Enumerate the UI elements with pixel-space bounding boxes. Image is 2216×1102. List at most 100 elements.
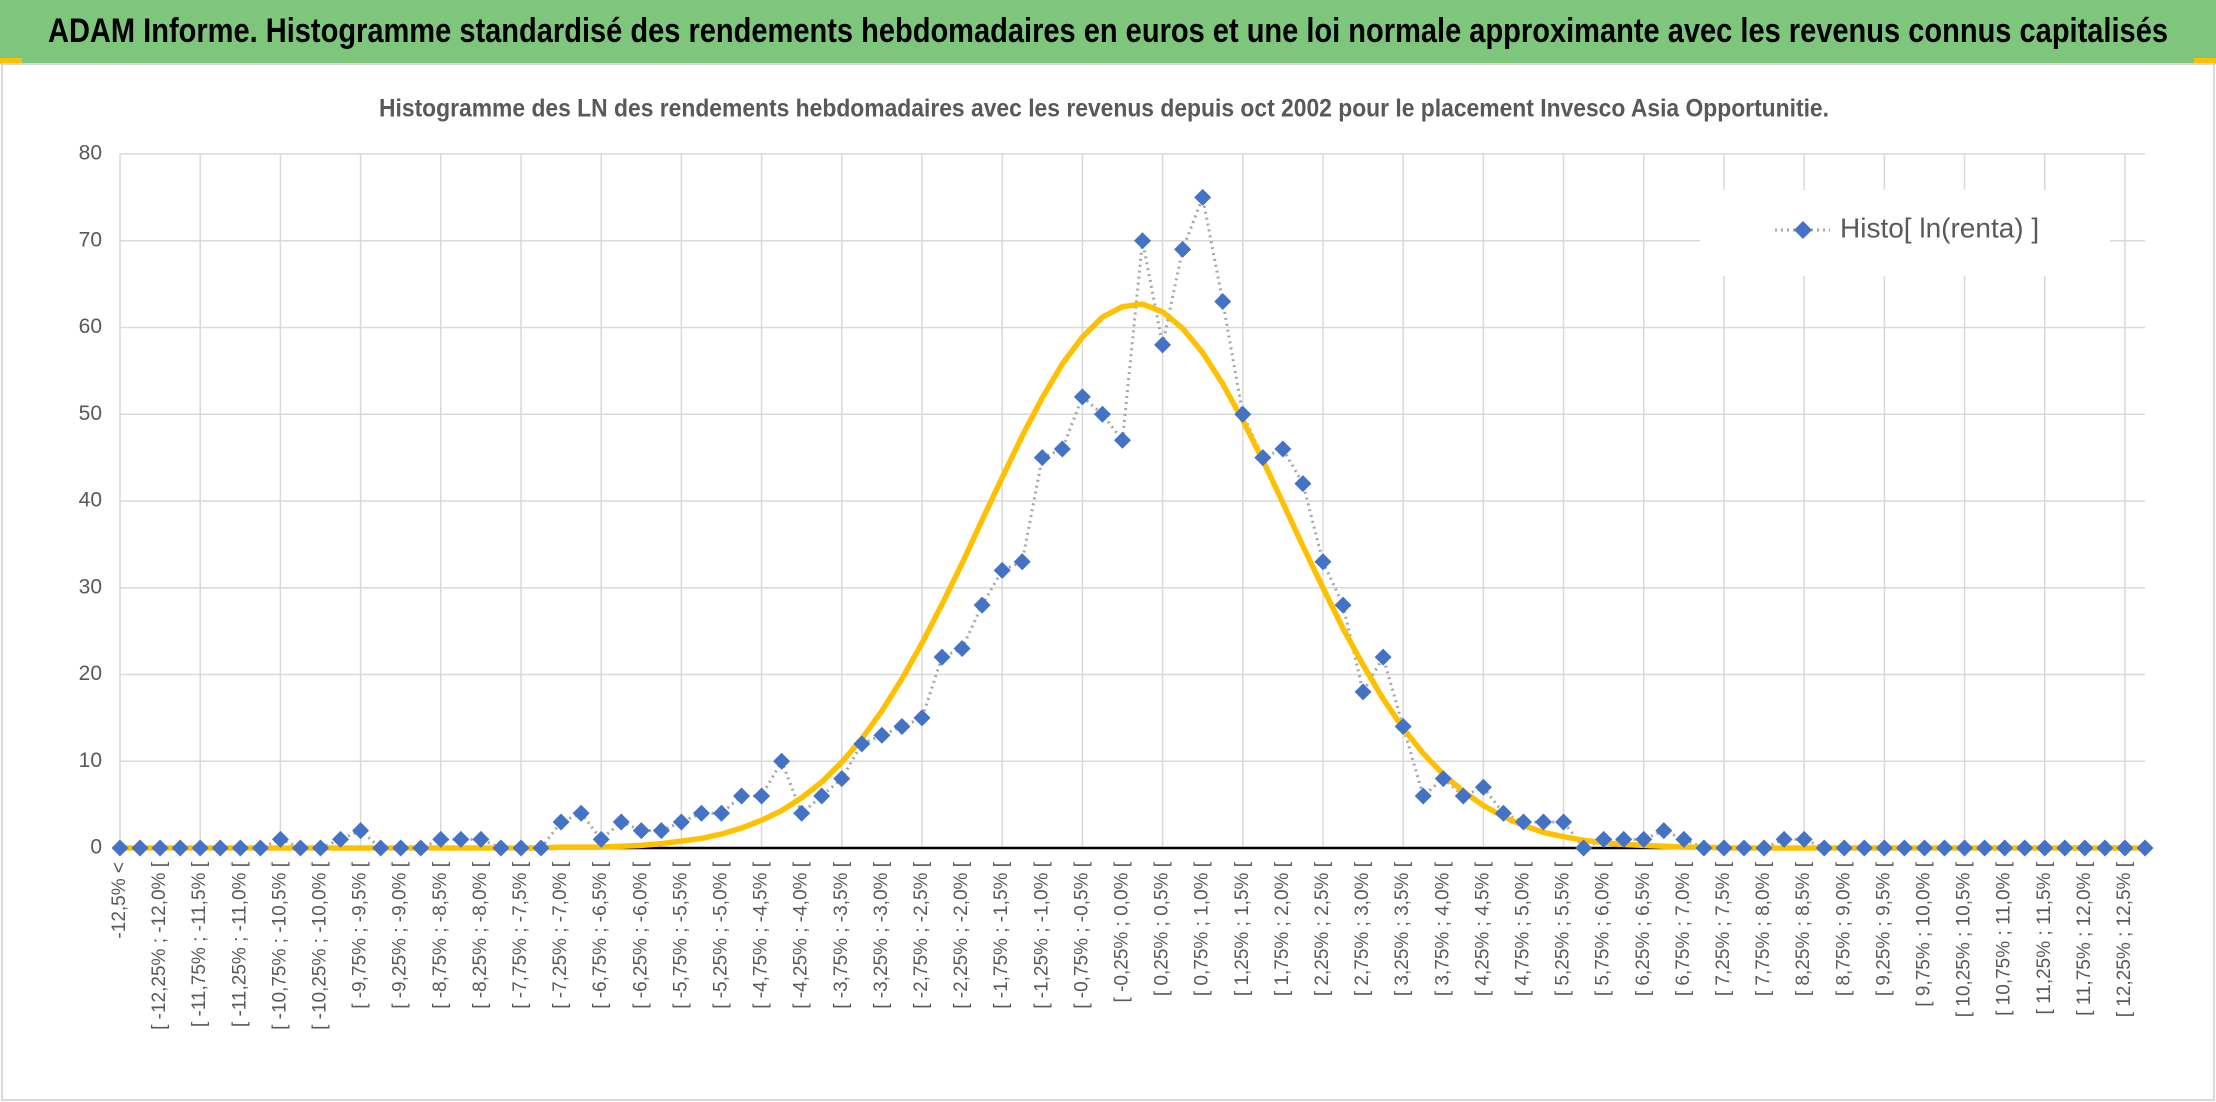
point — [1996, 839, 2014, 857]
y-tick-label: 70 — [79, 228, 102, 251]
point — [2036, 839, 2054, 857]
y-tick-label: 60 — [79, 315, 102, 338]
normal-curve — [120, 301, 2145, 851]
point — [1755, 839, 1773, 857]
point — [211, 839, 229, 857]
point — [833, 770, 851, 788]
point — [1033, 449, 1051, 467]
x-tick-label: [ -0,75% ; -0,5% [ — [1071, 861, 1092, 1009]
point — [472, 830, 490, 848]
point — [893, 718, 911, 736]
x-tick-label: [ 1,25% ; 1,5% [ — [1232, 861, 1253, 996]
x-tick-label: [ -11,25% ; -11,0% [ — [229, 861, 250, 1027]
point — [2136, 839, 2154, 857]
legend-label: Histo[ ln(renta) ] — [1840, 212, 2039, 243]
point — [1494, 804, 1512, 822]
point — [1434, 770, 1452, 788]
point — [1053, 440, 1071, 458]
x-tick-label: [ 9,75% ; 10,0% [ — [1913, 861, 1934, 1006]
banner — [0, 0, 2216, 64]
point — [1154, 336, 1172, 354]
point — [2016, 839, 2034, 857]
x-tick-label: [ 10,75% ; 11,0% [ — [1994, 861, 2015, 1016]
x-tick-label: [ 4,75% ; 5,0% [ — [1512, 861, 1533, 996]
point — [993, 561, 1011, 579]
point — [1113, 431, 1131, 449]
point — [1073, 388, 1091, 406]
point — [652, 822, 670, 840]
point — [753, 787, 771, 805]
point — [572, 804, 590, 822]
point — [2096, 839, 2114, 857]
point — [271, 830, 289, 848]
x-tick-label: [ -3,25% ; -3,0% [ — [871, 861, 892, 1009]
point — [1294, 475, 1312, 493]
point — [2116, 839, 2134, 857]
x-tick-label: [ -9,25% ; -9,0% [ — [390, 861, 411, 1009]
point — [773, 752, 791, 770]
corner — [2194, 58, 2216, 64]
x-tick-label: [ 10,25% ; 10,5% [ — [1954, 861, 1975, 1017]
point — [532, 839, 550, 857]
x-tick-label: [ -1,75% ; -1,5% [ — [991, 861, 1012, 1009]
x-tick-label: [ -2,75% ; -2,5% [ — [911, 861, 932, 1009]
point — [372, 839, 390, 857]
point — [1915, 839, 1933, 857]
x-tick-label: [ -8,25% ; -8,0% [ — [470, 861, 491, 1009]
point — [973, 596, 991, 614]
point — [412, 839, 430, 857]
x-tick-label: [ 1,75% ; 2,0% [ — [1272, 861, 1293, 996]
point — [1514, 813, 1532, 831]
series-line — [120, 191, 2145, 850]
x-tick-label: [ -4,75% ; -4,5% [ — [751, 861, 772, 1009]
x-tick-label: [ 5,75% ; 6,0% [ — [1593, 861, 1614, 996]
x-tick-label: [ -9,75% ; -9,5% [ — [350, 861, 371, 1009]
point — [1615, 830, 1633, 848]
point — [1735, 839, 1753, 857]
point — [171, 839, 189, 857]
point — [1775, 830, 1793, 848]
y-tick-label: 40 — [79, 489, 102, 512]
point — [1695, 839, 1713, 857]
point — [933, 648, 951, 666]
x-tick-label: [ 6,75% ; 7,0% [ — [1673, 861, 1694, 996]
x-tick-label: [ -3,75% ; -3,5% [ — [831, 861, 852, 1009]
point — [552, 813, 570, 831]
point — [352, 822, 370, 840]
point — [1394, 718, 1412, 736]
point — [1936, 839, 1954, 857]
point — [1234, 405, 1252, 423]
point — [632, 822, 650, 840]
point — [191, 839, 209, 857]
x-tick-label: [ -2,25% ; -2,0% [ — [951, 861, 972, 1009]
legend-marker — [1794, 221, 1812, 239]
x-tick-label: [ 0,75% ; 1,0% [ — [1192, 861, 1213, 996]
y-tick-label: 10 — [79, 749, 102, 772]
point — [492, 839, 510, 857]
y-tick-label: 0 — [90, 836, 102, 859]
x-tick-label: [ -1,25% ; -1,0% [ — [1031, 861, 1052, 1009]
y-tick-label: 20 — [79, 662, 102, 685]
point — [231, 839, 249, 857]
chart-title: Histogramme des LN des rendements hebdom… — [379, 95, 1829, 123]
point — [853, 735, 871, 753]
point — [1895, 839, 1913, 857]
x-tick-label: [ 6,25% ; 6,5% [ — [1633, 861, 1654, 996]
x-tick-label: [ -11,75% ; -11,5% [ — [189, 861, 210, 1027]
point — [512, 839, 530, 857]
point — [1013, 553, 1031, 571]
point — [432, 830, 450, 848]
x-tick-label: [ 8,75% ; 9,0% [ — [1833, 861, 1854, 996]
point — [1354, 683, 1372, 701]
point — [1875, 839, 1893, 857]
point — [1194, 188, 1212, 206]
point — [1454, 787, 1472, 805]
point — [1675, 830, 1693, 848]
point — [1093, 405, 1111, 423]
x-tick-label: [ 7,25% ; 7,5% [ — [1713, 861, 1734, 996]
point — [1815, 839, 1833, 857]
point — [1414, 787, 1432, 805]
point — [1715, 839, 1733, 857]
